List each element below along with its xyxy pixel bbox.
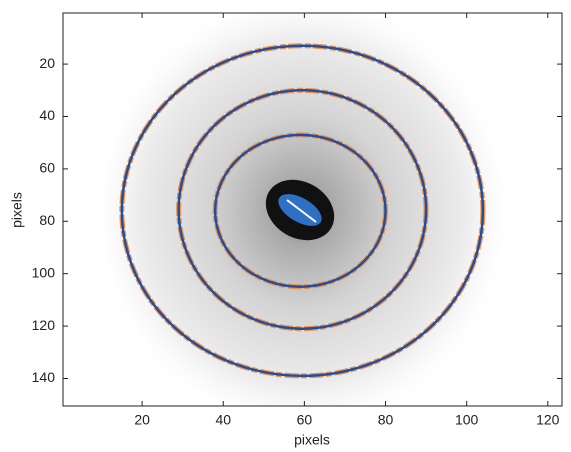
image-layer (97, 13, 507, 406)
y-tick-label: 40 (39, 107, 55, 123)
axes-box (62, 12, 563, 407)
x-tick-label: 60 (297, 412, 313, 428)
ellipse-fit (120, 44, 485, 378)
x-tick-label: 40 (215, 412, 231, 428)
x-tick-label: 100 (455, 412, 479, 428)
y-tick-label: 60 (39, 160, 55, 176)
x-tick-label: 20 (134, 412, 150, 428)
x-tick-label: 80 (378, 412, 394, 428)
y-tick-label: 20 (39, 55, 55, 71)
x-axis-label: pixels (294, 432, 330, 448)
ellipse-fit (213, 133, 387, 289)
x-tick-label: 120 (536, 412, 560, 428)
y-axis-label: pixels (9, 192, 25, 228)
y-tick-label: 140 (32, 369, 56, 385)
y-tick-label: 80 (39, 212, 55, 228)
ellipse-fit (177, 89, 428, 330)
rings (119, 43, 486, 379)
core-streak (286, 199, 317, 223)
y-tick-label: 120 (32, 317, 56, 333)
y-tick-label: 100 (32, 264, 56, 280)
